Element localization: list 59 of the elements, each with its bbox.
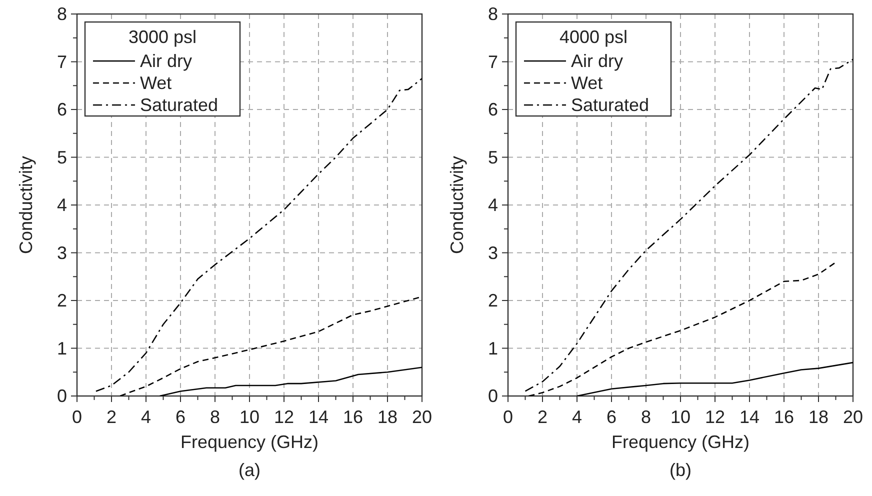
y-tick-label: 1 bbox=[488, 338, 498, 358]
line-series bbox=[119, 296, 422, 396]
y-tick-label: 7 bbox=[488, 52, 498, 72]
line-series bbox=[95, 78, 422, 392]
x-axis-title: Frequency (GHz) bbox=[180, 432, 319, 452]
y-tick-label: 4 bbox=[488, 195, 498, 215]
x-tick-label: 16 bbox=[342, 407, 364, 427]
line-series bbox=[528, 262, 836, 396]
legend-label: Saturated bbox=[571, 95, 650, 115]
x-tick-label: 8 bbox=[210, 407, 220, 427]
y-tick-label: 0 bbox=[56, 386, 67, 406]
x-tick-label: 6 bbox=[175, 407, 186, 427]
legend-label: Air dry bbox=[571, 51, 624, 71]
x-tick-label: 6 bbox=[606, 407, 617, 427]
legend-label: Wet bbox=[140, 73, 172, 93]
x-tick-label: 14 bbox=[308, 407, 329, 427]
x-tick-label: 12 bbox=[704, 407, 726, 427]
legend-label: Wet bbox=[571, 73, 603, 93]
x-tick-label: 0 bbox=[72, 407, 82, 427]
text: (a) bbox=[238, 460, 260, 480]
y-tick-label: 5 bbox=[56, 147, 67, 168]
y-tick-label: 8 bbox=[488, 4, 498, 24]
legend-title: 4000 psl bbox=[559, 27, 628, 47]
y-tick-label: 1 bbox=[56, 338, 67, 358]
y-tick-label: 2 bbox=[488, 290, 498, 310]
line-series bbox=[576, 362, 853, 396]
x-tick-label: 20 bbox=[412, 407, 432, 427]
line-series bbox=[159, 366, 422, 396]
y-tick-label: 0 bbox=[488, 386, 498, 406]
y-tick-label: 5 bbox=[488, 147, 498, 168]
y-tick-label: 3 bbox=[488, 242, 498, 263]
y-tick-label: 6 bbox=[56, 100, 67, 120]
y-tick-label: 3 bbox=[56, 242, 67, 263]
x-tick-label: 10 bbox=[670, 407, 691, 427]
x-tick-label: 4 bbox=[572, 407, 582, 427]
x-tick-label: 18 bbox=[377, 407, 398, 427]
legend-title: 3000 psl bbox=[128, 27, 197, 47]
x-tick-label: 20 bbox=[842, 407, 864, 427]
legend-label: Saturated bbox=[140, 95, 218, 115]
x-tick-label: 14 bbox=[739, 407, 760, 427]
x-tick-label: 8 bbox=[640, 407, 652, 427]
y-axis-title: Conductivity bbox=[447, 156, 467, 254]
x-tick-label: 18 bbox=[808, 407, 829, 427]
x-tick-label: 4 bbox=[140, 407, 152, 427]
y-axis-title: Conductivity bbox=[16, 156, 36, 254]
x-tick-label: 10 bbox=[239, 407, 260, 427]
x-tick-label: 2 bbox=[537, 407, 548, 427]
x-axis-title: Frequency (GHz) bbox=[611, 432, 750, 452]
y-tick-label: 2 bbox=[56, 290, 67, 310]
y-tick-label: 8 bbox=[56, 4, 67, 24]
x-tick-label: 16 bbox=[774, 407, 794, 427]
legend-label: Air dry bbox=[140, 51, 192, 71]
y-tick-label: 6 bbox=[488, 100, 498, 120]
x-tick-label: 12 bbox=[274, 407, 294, 427]
x-tick-label: 2 bbox=[106, 407, 117, 427]
y-tick-label: 7 bbox=[56, 52, 67, 72]
y-tick-label: 4 bbox=[56, 195, 67, 215]
text: (b) bbox=[670, 460, 692, 480]
x-tick-label: 0 bbox=[502, 407, 514, 427]
